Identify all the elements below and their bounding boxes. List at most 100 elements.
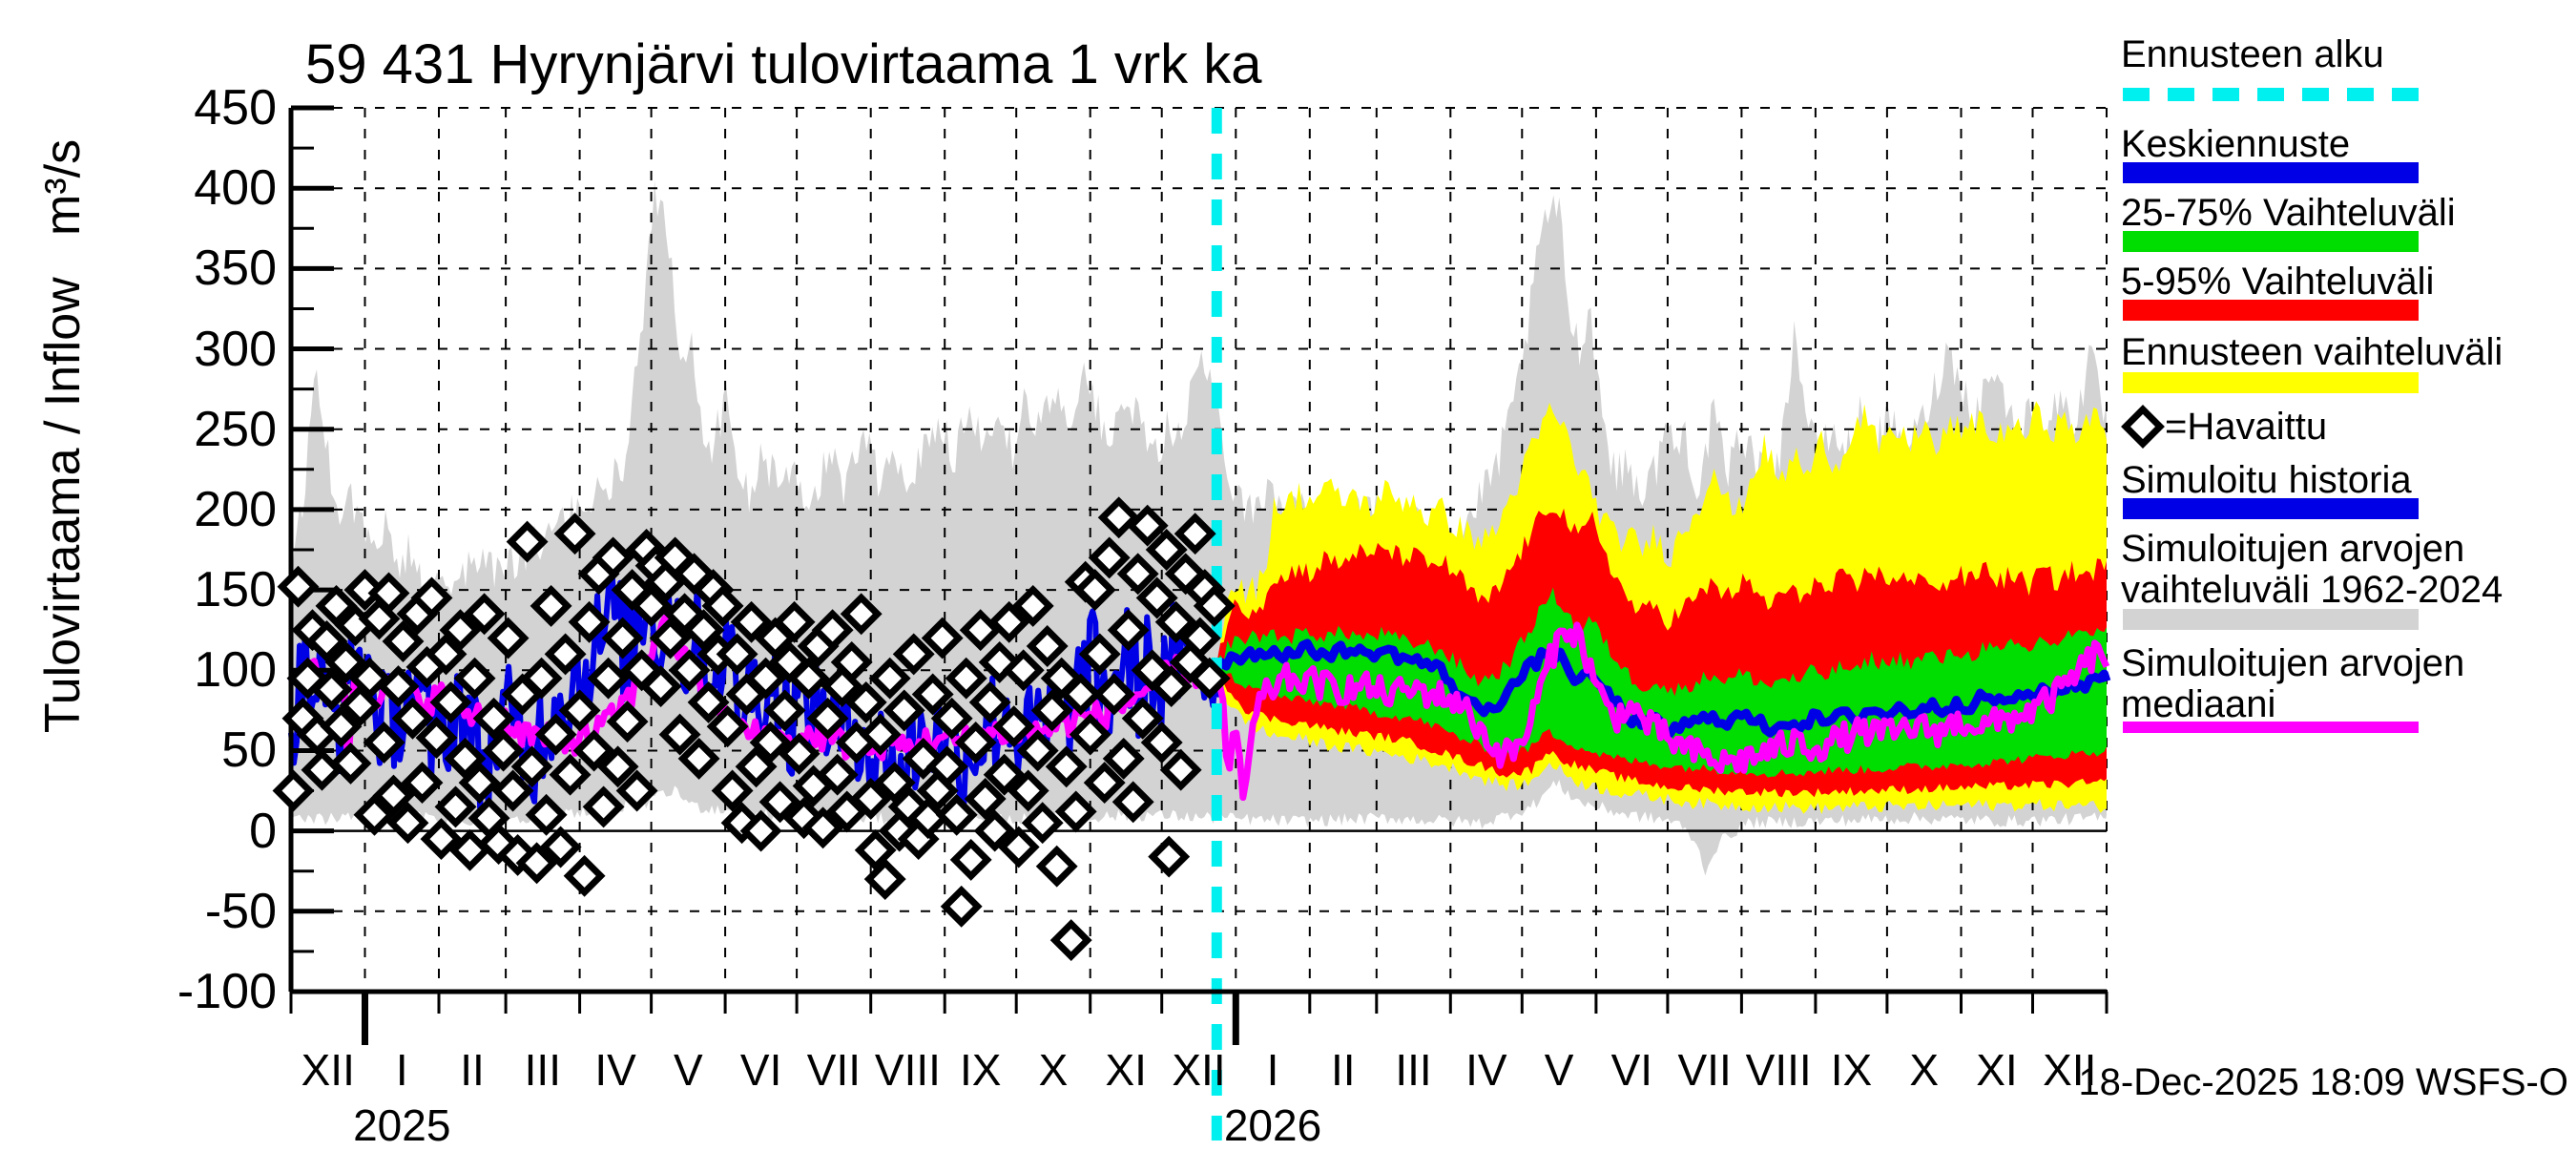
observed-point bbox=[530, 584, 572, 627]
y-tick-label: 50 bbox=[221, 722, 277, 779]
observed-point bbox=[954, 722, 997, 764]
mean-forecast-sample bbox=[2123, 162, 2419, 183]
forecast-range-sample bbox=[2123, 372, 2419, 393]
observed-point bbox=[596, 745, 639, 788]
observed-point bbox=[482, 729, 525, 772]
observed-point bbox=[525, 793, 568, 836]
observed-point bbox=[830, 640, 873, 683]
observed-point bbox=[940, 885, 983, 928]
observed-point bbox=[1007, 769, 1049, 812]
observed-point bbox=[1021, 802, 1064, 845]
y-axis-label: Tulovirtaama / Inflow m³/s bbox=[35, 138, 91, 734]
observed-point bbox=[1045, 745, 1088, 788]
observed-point bbox=[739, 809, 782, 852]
y-tick-label: 100 bbox=[194, 642, 277, 699]
observed-point bbox=[520, 657, 563, 700]
observed-point bbox=[930, 697, 973, 740]
observed-point bbox=[949, 838, 992, 881]
x-month-label: II bbox=[460, 1045, 485, 1095]
observed-point bbox=[744, 657, 787, 700]
observed-point bbox=[377, 665, 420, 708]
observed-point bbox=[1059, 673, 1102, 716]
observed-point bbox=[1111, 781, 1154, 824]
legend-label-forecast-start: Ennusteen alku bbox=[2121, 33, 2384, 75]
x-month-label: XII bbox=[2043, 1045, 2097, 1095]
y-tick-label: 250 bbox=[194, 401, 277, 457]
observed-point bbox=[682, 609, 725, 652]
simulated-range-sample bbox=[2123, 609, 2419, 630]
observed-point bbox=[983, 753, 1026, 796]
observed-point bbox=[363, 722, 405, 764]
observed-point bbox=[840, 593, 883, 636]
x-month-label: I bbox=[395, 1045, 408, 1095]
observed-point bbox=[1016, 729, 1059, 772]
legend: Ennusteen alku Keskiennuste 25-75% Vaiht… bbox=[2121, 0, 2576, 859]
observed-point bbox=[968, 680, 1011, 723]
observed-point bbox=[677, 737, 720, 780]
observed-point bbox=[868, 657, 911, 700]
observed-point bbox=[687, 680, 730, 723]
observed-point bbox=[277, 565, 320, 608]
observed-point bbox=[491, 769, 534, 812]
observed-point bbox=[1078, 633, 1121, 676]
observed-point bbox=[549, 753, 592, 796]
x-month-label: X bbox=[1909, 1045, 1940, 1095]
observed-point bbox=[816, 753, 859, 796]
observed-point bbox=[873, 762, 916, 805]
observed-diamond-icon bbox=[2121, 405, 2165, 449]
observed-point bbox=[778, 732, 821, 775]
observed-point bbox=[1121, 697, 1164, 740]
observed-point bbox=[801, 806, 844, 849]
observed-point bbox=[315, 584, 358, 627]
observed-point bbox=[539, 826, 582, 868]
observed-point bbox=[701, 584, 744, 627]
legend-label-simulated-history: Simuloitu historia bbox=[2121, 459, 2412, 501]
observed-point bbox=[429, 680, 472, 723]
observed-point bbox=[1140, 722, 1183, 764]
observed-point bbox=[1083, 762, 1126, 805]
observed-point bbox=[1011, 584, 1054, 627]
observed-point bbox=[811, 609, 854, 652]
x-month-label: III bbox=[1395, 1045, 1432, 1095]
legend-item-observed: =Havaittu bbox=[2121, 405, 2327, 449]
observed-point bbox=[487, 617, 530, 659]
x-month-label: VI bbox=[739, 1045, 782, 1095]
observed-point bbox=[1088, 536, 1131, 579]
observed-point bbox=[992, 705, 1035, 748]
timestamp: 18-Dec-2025 18:09 WSFS-O bbox=[2078, 1061, 2568, 1103]
observed-point bbox=[730, 600, 773, 643]
observed-point bbox=[510, 745, 553, 788]
chart-title: 59 431 Hyrynjärvi tulovirtaama 1 vrk ka bbox=[305, 33, 1262, 95]
observed-point bbox=[892, 633, 935, 676]
observed-point bbox=[353, 793, 396, 836]
observed-point bbox=[320, 705, 363, 748]
observed-point bbox=[711, 769, 754, 812]
observed-point bbox=[1188, 657, 1231, 700]
observed-point bbox=[749, 722, 792, 764]
observed-point bbox=[911, 673, 954, 716]
observed-point bbox=[1135, 576, 1178, 619]
observations bbox=[272, 496, 1236, 962]
observed-point bbox=[1073, 569, 1116, 612]
observed-point bbox=[391, 697, 434, 740]
observed-point bbox=[601, 617, 644, 659]
observed-point bbox=[1148, 835, 1191, 878]
observed-point bbox=[859, 713, 902, 756]
band-5-95-sample bbox=[2123, 300, 2419, 321]
x-month-label: VI bbox=[1610, 1045, 1653, 1095]
x-month-label: V bbox=[1544, 1045, 1574, 1095]
observed-point bbox=[1178, 617, 1221, 659]
observed-point bbox=[1092, 673, 1135, 716]
observed-point bbox=[649, 617, 692, 659]
legend-label-observed: =Havaittu bbox=[2165, 405, 2328, 448]
observed-point bbox=[367, 572, 410, 615]
observed-point bbox=[272, 769, 315, 812]
observed-point bbox=[472, 697, 515, 740]
observed-point bbox=[787, 657, 830, 700]
observed-point bbox=[415, 717, 458, 759]
observed-point bbox=[763, 689, 806, 732]
observed-point bbox=[658, 713, 701, 756]
x-month-label: VII bbox=[1677, 1045, 1732, 1095]
x-month-label: XII bbox=[1172, 1045, 1226, 1095]
